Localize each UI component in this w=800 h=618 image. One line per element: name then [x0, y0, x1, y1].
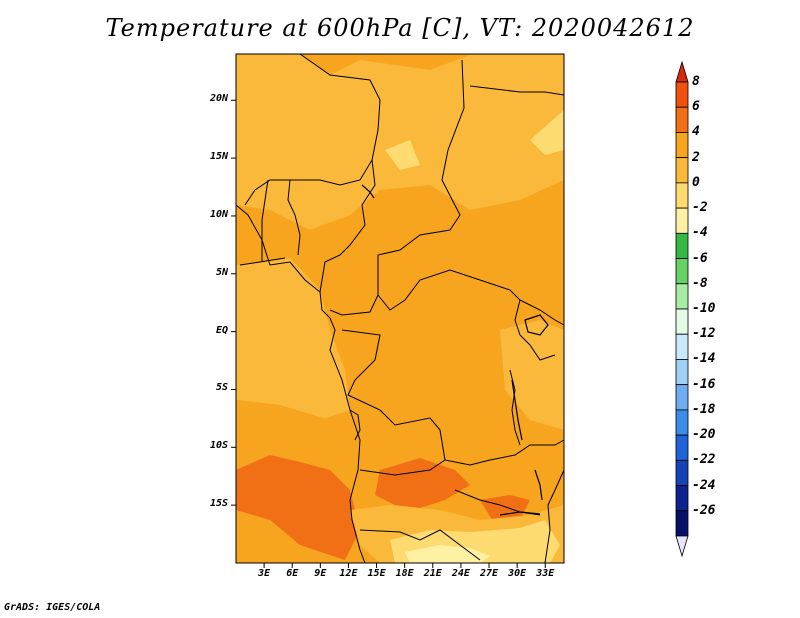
colorbar-swatch	[675, 485, 689, 512]
field-band-north	[236, 54, 564, 230]
field-hot-south	[375, 458, 470, 508]
border-5	[329, 294, 379, 316]
colorbar	[675, 60, 689, 558]
border-15	[261, 179, 269, 262]
colorbar-label: -10	[692, 301, 716, 316]
lat-tick-label: EQ	[215, 324, 228, 336]
lat-tick-label: 10N	[209, 208, 228, 220]
colorbar-swatch	[675, 258, 689, 285]
colorbar-swatch	[675, 232, 689, 259]
colorbar-swatch	[675, 106, 689, 133]
colorbar-label: -12	[692, 326, 716, 342]
colorbar-label: -4	[692, 225, 708, 241]
field-band-west	[236, 258, 350, 420]
colorbar-swatch	[675, 384, 689, 411]
colorbar-label: 4	[692, 124, 700, 140]
colorbar-label: 2	[692, 149, 700, 165]
lake-chad	[361, 184, 375, 199]
lakes	[361, 184, 549, 516]
lon-tick-label: 12E	[339, 568, 358, 579]
colorbar-label: 0	[692, 174, 700, 190]
colorbar-label: -20	[692, 427, 716, 443]
colorbar-swatch	[675, 132, 689, 159]
colorbar-swatch	[675, 182, 689, 209]
footer-credit: GrADS: IGES/COLA	[4, 602, 101, 613]
colorbar-label: -16	[692, 376, 716, 392]
axis-ticks	[231, 99, 546, 568]
border-10	[359, 529, 481, 561]
lat-tick-label: 15N	[209, 151, 228, 163]
border-12	[519, 334, 556, 361]
lon-tick-label: 6E	[286, 568, 299, 579]
field-light-northeast	[530, 110, 564, 155]
lon-tick-label: 33E	[536, 568, 555, 579]
lake-kariba	[499, 511, 541, 516]
colorbar-top-arrow	[675, 60, 689, 83]
map-frame	[235, 53, 565, 564]
colorbar-swatch	[675, 308, 689, 335]
lake-malawi	[534, 469, 543, 501]
colorbar-label: -14	[692, 351, 716, 367]
colorbar-swatch	[675, 207, 689, 234]
country-boundaries	[235, 53, 565, 564]
lat-tick-label: 5S	[215, 382, 228, 394]
lake-victoria	[524, 314, 549, 336]
colorbar-swatch	[675, 283, 689, 310]
border-1	[299, 53, 381, 293]
field-band-lakes	[500, 320, 564, 430]
colorbar-label: -18	[692, 401, 716, 417]
lon-tick-label: 21E	[423, 568, 442, 579]
colorbar-swatch	[675, 409, 689, 436]
colorbar-swatch	[675, 434, 689, 461]
border-11	[519, 299, 565, 326]
field-hot-southwest	[236, 455, 360, 560]
lon-tick-label: 15E	[367, 568, 386, 579]
coastline-east	[544, 469, 565, 564]
border-13	[469, 85, 565, 96]
lake-tanganyika	[511, 379, 523, 441]
colorbar-swatch	[675, 359, 689, 386]
colorbar-label: -22	[692, 452, 716, 468]
lon-tick-label: 27E	[479, 568, 499, 579]
colorbar-swatch	[675, 510, 689, 537]
lat-tick-label: 10S	[209, 440, 228, 452]
map-title: Temperature at 600hPa [C], VT: 202004261…	[105, 14, 695, 42]
coastline-west	[235, 204, 366, 564]
colorbar-label: -26	[692, 502, 716, 518]
colorbar-label: -6	[692, 250, 708, 266]
colorbar-swatch	[675, 333, 689, 360]
border-14	[509, 369, 521, 446]
colorbar-swatch	[675, 157, 689, 184]
field-band-middle	[236, 400, 564, 485]
field-light-north	[385, 140, 420, 170]
lon-tick-label: 30E	[508, 568, 527, 579]
border-6	[341, 329, 565, 466]
colorbar-swatch	[675, 81, 689, 108]
colorbar-label: -2	[692, 200, 708, 216]
lon-tick-label: 24E	[451, 568, 470, 579]
colorbar-swatch	[675, 459, 689, 486]
colorbar-label: -8	[692, 275, 708, 291]
colorbar-bottom-arrow	[675, 535, 689, 558]
lon-tick-label: 9E	[314, 568, 327, 579]
colorbar-label: 8	[692, 74, 700, 89]
lon-tick-label: 18E	[395, 568, 414, 579]
lat-tick-label: 5N	[215, 266, 228, 278]
border-4	[239, 257, 286, 266]
field-palest-south	[405, 545, 490, 563]
colorbar-label: 6	[692, 99, 700, 115]
lat-tick-label: 20N	[209, 93, 228, 105]
lon-tick-label: 3E	[258, 568, 271, 579]
border-3	[244, 159, 373, 206]
border-16	[287, 179, 301, 256]
border-7	[349, 409, 361, 441]
colorbar-label: -24	[692, 477, 716, 493]
border-8	[359, 459, 446, 476]
temperature-field	[236, 54, 564, 563]
lat-tick-label: 15S	[209, 498, 228, 510]
